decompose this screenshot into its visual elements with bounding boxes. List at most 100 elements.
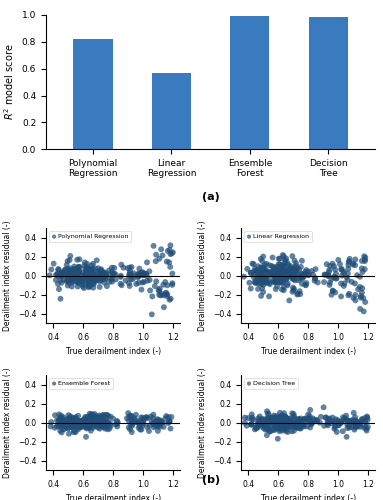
Polynomial Regression: [155, 286, 162, 294]
Polynomial Regression: [48, 266, 54, 274]
Ensemble Forest: [55, 422, 61, 430]
Linear Regression: [301, 270, 308, 278]
Decision Tree: [287, 420, 293, 428]
Linear Regression: [341, 282, 347, 290]
Decision Tree: [278, 417, 284, 425]
Linear Regression: [269, 262, 275, 270]
Polynomial Regression: [78, 276, 84, 284]
Decision Tree: [259, 415, 265, 423]
Ensemble Forest: [152, 419, 158, 427]
Decision Tree: [257, 416, 263, 424]
Decision Tree: [285, 416, 291, 424]
Decision Tree: [258, 418, 264, 426]
Polynomial Regression: [130, 272, 136, 280]
Linear Regression: [288, 262, 294, 270]
Ensemble Forest: [154, 415, 160, 423]
Linear Regression: [277, 278, 283, 286]
Linear Regression: [262, 269, 268, 277]
Ensemble Forest: [97, 414, 103, 422]
Ensemble Forest: [83, 414, 89, 422]
Decision Tree: [306, 416, 312, 424]
Decision Tree: [277, 414, 283, 422]
X-axis label: True derailment index (-): True derailment index (-): [260, 348, 356, 356]
Decision Tree: [280, 418, 286, 426]
Decision Tree: [336, 418, 342, 426]
Decision Tree: [282, 412, 288, 420]
Polynomial Regression: [166, 258, 172, 266]
Polynomial Regression: [94, 276, 100, 284]
Decision Tree: [284, 414, 290, 422]
Polynomial Regression: [156, 254, 162, 262]
Linear Regression: [305, 271, 311, 279]
Polynomial Regression: [149, 310, 155, 318]
Polynomial Regression: [152, 282, 158, 290]
Ensemble Forest: [159, 418, 165, 426]
Linear Regression: [280, 262, 286, 270]
Decision Tree: [267, 414, 273, 422]
Bar: [230, 16, 270, 150]
Ensemble Forest: [155, 427, 161, 435]
Polynomial Regression: [81, 284, 87, 292]
Decision Tree: [255, 414, 261, 422]
Polynomial Regression: [74, 277, 80, 285]
Ensemble Forest: [103, 411, 109, 419]
Polynomial Regression: [131, 270, 137, 278]
Linear Regression: [362, 265, 368, 273]
Polynomial Regression: [76, 264, 82, 272]
Ensemble Forest: [98, 422, 105, 430]
Polynomial Regression: [65, 282, 71, 290]
Linear Regression: [259, 270, 265, 278]
Decision Tree: [306, 414, 312, 422]
Polynomial Regression: [82, 270, 88, 278]
Ensemble Forest: [152, 419, 158, 427]
Linear Regression: [326, 268, 332, 276]
Polynomial Regression: [66, 268, 72, 276]
Decision Tree: [342, 414, 348, 422]
Decision Tree: [244, 422, 250, 430]
Decision Tree: [281, 424, 287, 432]
Linear Regression: [344, 273, 350, 281]
Decision Tree: [286, 422, 292, 430]
Linear Regression: [255, 274, 261, 282]
Linear Regression: [338, 292, 344, 300]
Ensemble Forest: [72, 416, 78, 424]
Decision Tree: [365, 423, 371, 431]
Polynomial Regression: [55, 265, 61, 273]
Polynomial Regression: [75, 278, 81, 286]
Ensemble Forest: [68, 420, 74, 428]
Polynomial Regression: [97, 283, 103, 291]
Ensemble Forest: [61, 418, 67, 426]
Linear Regression: [278, 266, 285, 274]
Ensemble Forest: [102, 424, 108, 432]
Decision Tree: [359, 416, 365, 424]
Ensemble Forest: [100, 423, 106, 431]
Linear Regression: [345, 261, 352, 269]
Polynomial Regression: [153, 257, 159, 265]
Ensemble Forest: [83, 416, 89, 424]
Ensemble Forest: [83, 424, 90, 432]
Decision Tree: [350, 419, 356, 427]
Linear Regression: [254, 274, 260, 282]
Polynomial Regression: [67, 252, 74, 260]
Linear Regression: [358, 294, 364, 302]
Linear Regression: [260, 264, 267, 272]
Linear Regression: [290, 284, 296, 292]
Linear Regression: [282, 268, 288, 276]
Polynomial Regression: [90, 284, 96, 292]
Ensemble Forest: [57, 414, 64, 422]
Linear Regression: [266, 268, 272, 276]
Decision Tree: [273, 422, 279, 430]
Linear Regression: [338, 280, 344, 287]
Linear Regression: [250, 260, 257, 268]
Polynomial Regression: [92, 275, 98, 283]
Ensemble Forest: [78, 417, 84, 425]
Linear Regression: [248, 284, 254, 292]
Polynomial Regression: [87, 269, 93, 277]
Decision Tree: [364, 414, 370, 422]
Polynomial Regression: [92, 276, 98, 284]
Decision Tree: [272, 420, 278, 428]
Decision Tree: [298, 422, 304, 430]
Polynomial Regression: [87, 269, 93, 277]
Ensemble Forest: [103, 418, 109, 426]
Ensemble Forest: [137, 422, 143, 430]
